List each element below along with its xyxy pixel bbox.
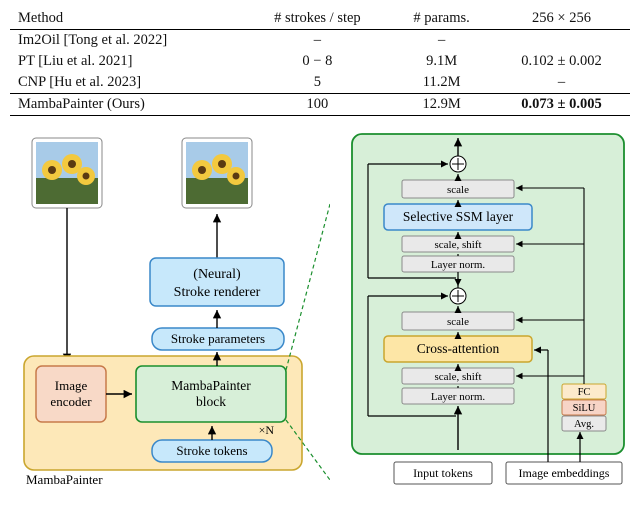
svg-text:Cross-attention: Cross-attention — [417, 341, 500, 356]
svg-text:Layer norm.: Layer norm. — [431, 391, 486, 403]
svg-text:Input tokens: Input tokens — [413, 466, 473, 480]
col-method: Method — [10, 8, 245, 30]
comparison-table: Method # strokes / step # params. 256 × … — [10, 8, 630, 116]
svg-text:scale, shift: scale, shift — [434, 371, 481, 383]
table-row-ours: MambaPainter (Ours) 100 12.9M 0.073 ± 0.… — [10, 94, 630, 116]
svg-text:scale, shift: scale, shift — [434, 239, 481, 251]
table-row: PT [Liu et al. 2021] 0 − 8 9.1M 0.102 ± … — [10, 51, 630, 72]
table-row: Im2Oil [Tong et al. 2022] – – — [10, 30, 630, 52]
stroke-tokens-box: Stroke tokens — [152, 440, 272, 462]
col-strokes: # strokes / step — [245, 8, 391, 30]
table-header-row: Method # strokes / step # params. 256 × … — [10, 8, 630, 30]
col-params: # params. — [390, 8, 493, 30]
svg-text:Stroke parameters: Stroke parameters — [171, 331, 265, 346]
mambapainter-label: MambaPainter — [26, 472, 103, 487]
svg-text:Stroke renderer: Stroke renderer — [174, 285, 261, 300]
col-res: 256 × 256 — [493, 8, 630, 30]
stroke-parameters-box: Stroke parameters — [152, 328, 284, 350]
left-svg: (Neural) Stroke renderer Stroke paramete… — [10, 130, 330, 490]
output-image-icon — [182, 138, 252, 208]
svg-text:Image embeddings: Image embeddings — [519, 466, 610, 480]
fc-silu-avg-stack: FC SiLU Avg. — [562, 384, 606, 431]
svg-text:Image: Image — [55, 378, 88, 393]
svg-text:Selective SSM layer: Selective SSM layer — [403, 209, 514, 224]
svg-text:(Neural): (Neural) — [193, 267, 241, 282]
stroke-renderer-box: (Neural) Stroke renderer — [150, 258, 284, 306]
svg-text:Stroke tokens: Stroke tokens — [176, 443, 247, 458]
svg-text:scale: scale — [447, 184, 469, 196]
image-encoder-box: Image encoder — [36, 366, 106, 422]
svg-text:Avg.: Avg. — [574, 419, 594, 430]
right-svg: scale Selective SSM layer scale, shift L… — [348, 130, 628, 490]
svg-text:Layer norm.: Layer norm. — [431, 259, 486, 271]
svg-text:block: block — [196, 394, 226, 409]
xn-label: ×N — [259, 423, 275, 437]
figure-left-panel: (Neural) Stroke renderer Stroke paramete… — [10, 130, 330, 490]
table-row: CNP [Hu et al. 2023] 5 11.2M – — [10, 72, 630, 94]
input-image-icon — [32, 138, 102, 208]
architecture-figure: (Neural) Stroke renderer Stroke paramete… — [10, 130, 630, 490]
figure-right-panel: scale Selective SSM layer scale, shift L… — [348, 130, 628, 490]
svg-text:SiLU: SiLU — [573, 403, 596, 414]
svg-text:scale: scale — [447, 316, 469, 328]
svg-text:MambaPainter: MambaPainter — [171, 378, 251, 393]
svg-text:FC: FC — [578, 387, 591, 398]
svg-text:encoder: encoder — [50, 394, 92, 409]
